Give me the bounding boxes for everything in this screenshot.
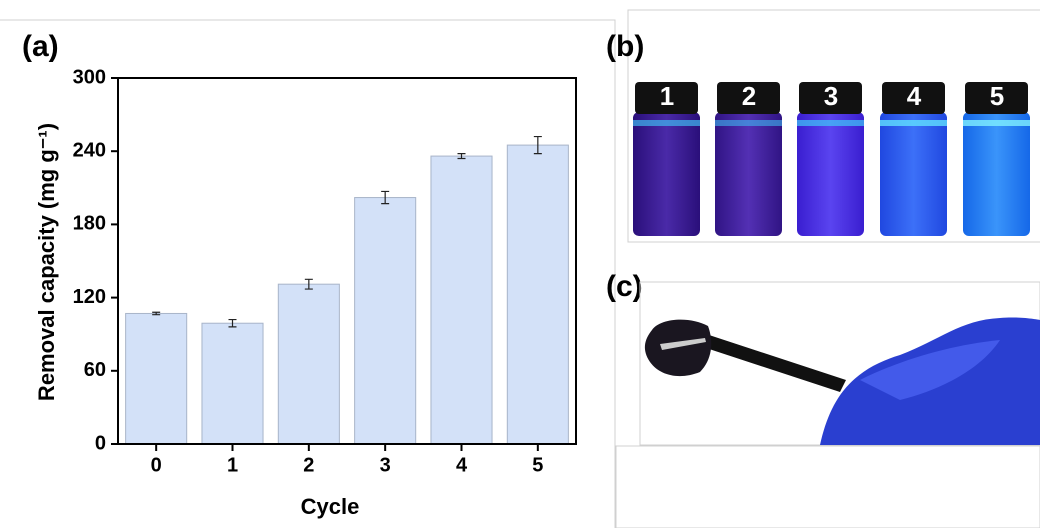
vial-photo [633, 82, 1030, 236]
x-tick-label: 1 [227, 454, 238, 476]
y-tick-label: 240 [73, 139, 106, 161]
error-bar [304, 278, 313, 290]
x-tick-label: 0 [151, 454, 162, 476]
x-tick-label: 5 [532, 454, 543, 476]
y-tick-label: 60 [84, 359, 106, 381]
panel-frame [627, 9, 1040, 243]
vial-label: 5 [990, 81, 1004, 111]
panel-label: (b) [606, 30, 644, 63]
y-tick-label: 300 [73, 66, 106, 88]
sponge-photo [639, 281, 1040, 446]
bar [430, 155, 493, 445]
y-tick-label: 120 [73, 286, 106, 308]
bar [125, 312, 188, 445]
y-tick-label: 180 [73, 213, 106, 235]
error-bar [228, 318, 237, 328]
vial-label: 3 [824, 81, 838, 111]
panel-label: (c) [606, 270, 643, 303]
bar [354, 197, 417, 445]
error-bar [533, 135, 542, 155]
x-tick-label: 3 [380, 454, 391, 476]
error-bar [152, 311, 161, 316]
panel-frame [0, 19, 616, 528]
x-tick-label: 4 [456, 454, 468, 476]
error-bar [381, 190, 390, 205]
y-tick-label: 0 [95, 432, 106, 454]
vial-label: 2 [742, 81, 756, 111]
panel-label: (a) [22, 30, 59, 63]
bar [277, 283, 340, 445]
y-axis-label: Removal capacity (mg g⁻¹) [34, 123, 59, 401]
blank-panel [615, 445, 1040, 528]
vial-label: 4 [907, 81, 922, 111]
bar [506, 144, 569, 445]
vial-label: 1 [660, 81, 674, 111]
bar [201, 322, 264, 445]
x-tick-label: 2 [303, 454, 314, 476]
x-axis-label: Cycle [301, 494, 360, 519]
plot-frame [117, 77, 577, 445]
error-bar [457, 153, 466, 160]
